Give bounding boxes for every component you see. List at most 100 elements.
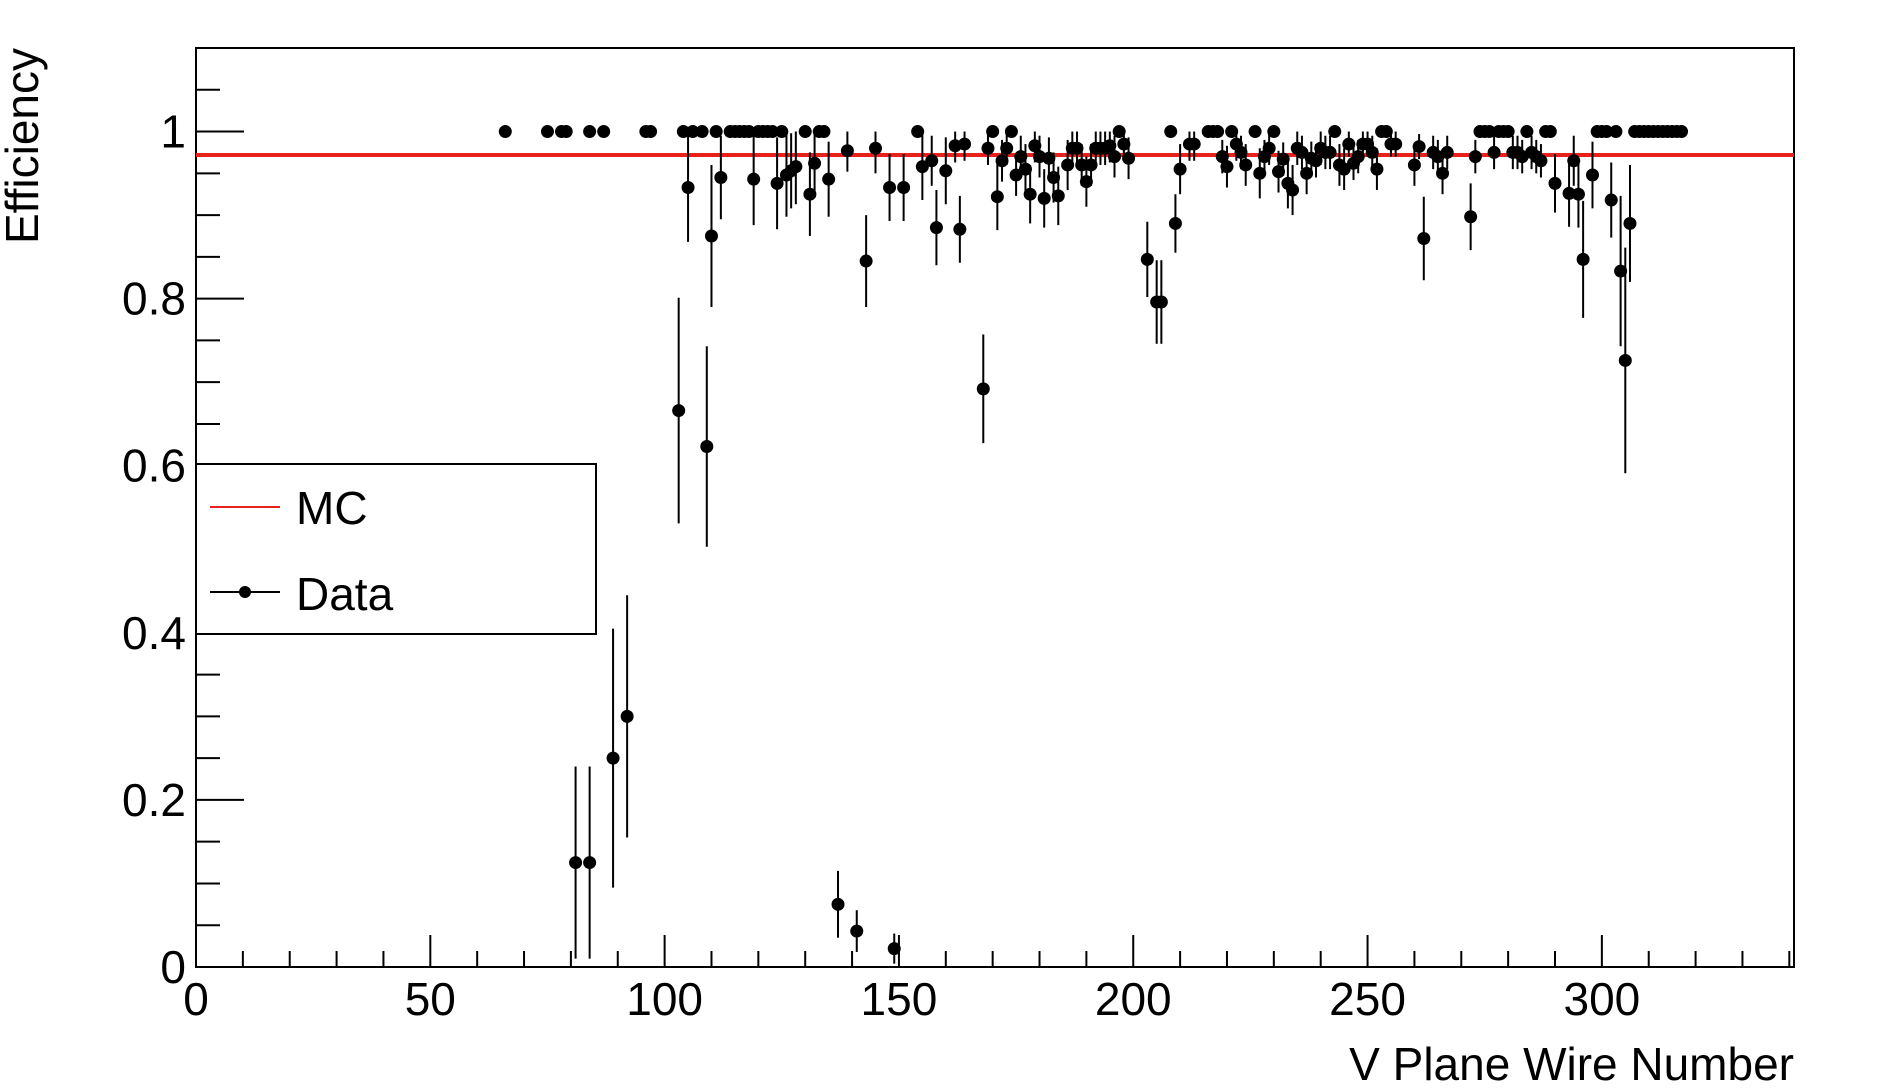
- data-point: [1614, 264, 1628, 278]
- data-point: [1042, 151, 1056, 165]
- data-point: [1009, 168, 1023, 182]
- data-point: [606, 751, 620, 765]
- data-point: [1272, 165, 1286, 179]
- y-tick-label: 1: [160, 106, 186, 158]
- y-tick-label: 0.8: [122, 273, 186, 325]
- data-point: [803, 187, 817, 201]
- data-point: [990, 190, 1004, 204]
- x-tick-label: 150: [861, 973, 938, 1025]
- data-point: [1239, 158, 1253, 172]
- data-point: [1520, 125, 1534, 139]
- data-point: [775, 125, 789, 139]
- data-point: [831, 897, 845, 911]
- data-point: [583, 125, 597, 139]
- data-point: [770, 176, 784, 190]
- data-point: [1365, 145, 1379, 159]
- data-point: [1140, 252, 1154, 266]
- data-point: [1262, 141, 1276, 155]
- data-point: [925, 154, 939, 168]
- x-tick-label: 250: [1329, 973, 1406, 1025]
- data-point: [644, 125, 658, 139]
- data-point: [1618, 353, 1632, 367]
- data-point: [1248, 125, 1262, 139]
- data-point: [1567, 154, 1581, 168]
- data-point: [1122, 151, 1136, 165]
- data-point: [1562, 186, 1576, 200]
- x-tick-label: 0: [183, 973, 209, 1025]
- data-point: [1037, 191, 1051, 205]
- data-point: [1168, 216, 1182, 230]
- data-series: [498, 125, 1689, 964]
- data-point: [1225, 125, 1239, 139]
- data-point: [1487, 145, 1501, 159]
- data-point: [1379, 125, 1393, 139]
- data-point: [1107, 150, 1121, 164]
- legend-box: [195, 463, 597, 635]
- data-point: [915, 160, 929, 174]
- data-point: [672, 404, 686, 418]
- x-axis-tick-labels: 0 50 100 150 200 250 300: [183, 973, 1640, 1025]
- legend-data-marker: [239, 586, 251, 598]
- data-point: [1585, 168, 1599, 182]
- y-tick-label: 0.4: [122, 607, 186, 659]
- data-point: [1436, 166, 1450, 180]
- data-point: [597, 125, 611, 139]
- data-point: [747, 172, 761, 186]
- data-point: [887, 942, 901, 956]
- data-point: [986, 125, 1000, 139]
- data-point: [1276, 152, 1290, 166]
- data-point: [1000, 141, 1014, 155]
- data-point: [1675, 125, 1689, 139]
- data-point: [1173, 162, 1187, 176]
- data-point: [1300, 166, 1314, 180]
- data-point: [1023, 187, 1037, 201]
- data-point: [869, 141, 883, 155]
- data-point: [1286, 183, 1300, 197]
- data-point: [1328, 125, 1342, 139]
- data-point: [995, 154, 1009, 168]
- data-point: [1609, 125, 1623, 139]
- data-point: [1342, 137, 1356, 151]
- data-point: [1323, 145, 1337, 159]
- data-point: [704, 229, 718, 243]
- data-point: [1295, 145, 1309, 159]
- data-point: [939, 164, 953, 178]
- data-point: [1051, 189, 1065, 203]
- data-point: [540, 125, 554, 139]
- data-point: [1623, 216, 1637, 230]
- data-point: [1576, 252, 1590, 266]
- data-point: [1211, 125, 1225, 139]
- data-point: [840, 144, 854, 158]
- data-point: [789, 160, 803, 174]
- data-point: [1548, 176, 1562, 190]
- data-point: [1164, 125, 1178, 139]
- data-point: [1004, 125, 1018, 139]
- data-point: [1534, 154, 1548, 168]
- x-axis-label: V Plane Wire Number: [1349, 1038, 1794, 1088]
- data-point: [1028, 139, 1042, 153]
- data-point: [709, 125, 723, 139]
- legend: MC Data: [195, 463, 597, 635]
- data-point: [765, 125, 779, 139]
- data-point: [1337, 162, 1351, 176]
- data-point: [583, 856, 597, 870]
- y-tick-label: 0: [160, 941, 186, 993]
- data-point: [958, 137, 972, 151]
- data-point: [620, 709, 634, 723]
- data-point: [1543, 125, 1557, 139]
- data-point: [1014, 150, 1028, 164]
- data-point: [1234, 145, 1248, 159]
- data-point: [1018, 162, 1032, 176]
- y-axis-label: Efficiency: [0, 48, 48, 244]
- data-point: [569, 856, 583, 870]
- data-point: [1084, 158, 1098, 172]
- data-point: [1351, 150, 1365, 164]
- legend-data-label: Data: [296, 568, 394, 620]
- data-point: [742, 125, 756, 139]
- data-point: [897, 181, 911, 195]
- legend-mc-label: MC: [296, 482, 368, 534]
- data-point: [1604, 193, 1618, 207]
- x-tick-label: 50: [405, 973, 456, 1025]
- data-point: [559, 125, 573, 139]
